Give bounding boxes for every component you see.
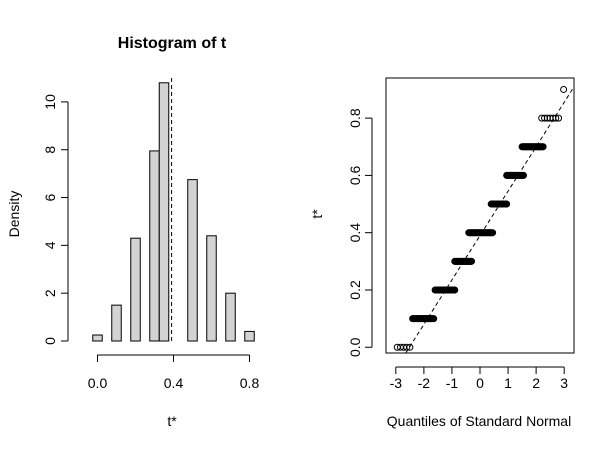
- qq-plot-box: [385, 77, 575, 354]
- qq-y-tick-label: 0.2: [347, 280, 363, 300]
- histogram-bar: [225, 292, 236, 342]
- histogram-bar: [206, 235, 217, 342]
- histogram-y-tick-label: 0: [42, 337, 58, 345]
- qq-reference-line: [405, 86, 575, 354]
- histogram-bar: [244, 330, 255, 342]
- histogram-bar: [130, 237, 141, 342]
- qq-y-tick-label: 0.0: [347, 337, 363, 357]
- qq-point: [519, 171, 527, 179]
- qq-x-tick-label: -1: [446, 375, 459, 391]
- histogram-x-tick-label: 0.4: [164, 375, 184, 391]
- qq-point: [552, 114, 560, 122]
- histogram-y-tick-label: 6: [42, 193, 58, 201]
- qq-point: [489, 229, 497, 237]
- qq-point: [406, 343, 414, 351]
- histogram-x-tick-label: 0.8: [240, 375, 260, 391]
- histogram-bar: [158, 82, 170, 342]
- qq-x-tick-label: 1: [504, 375, 512, 391]
- histogram-y-tick-label: 10: [42, 94, 58, 110]
- qq-x-tick-label: 2: [532, 375, 540, 391]
- qq-x-axis-label: Quantiles of Standard Normal: [387, 413, 571, 429]
- qq-point: [403, 343, 411, 351]
- histogram-y-axis-label: Density: [6, 191, 22, 238]
- histogram-y-tick-label: 2: [42, 289, 58, 297]
- qq-y-axis: 0.0 0.2 0.4 0.6 0.8: [347, 108, 373, 357]
- qq-y-tick-label: 0.4: [347, 223, 363, 243]
- histogram-y-tick-label: 8: [42, 146, 58, 154]
- qq-point: [560, 85, 568, 93]
- histogram-bar: [92, 334, 103, 342]
- histogram-bars: [92, 82, 255, 342]
- qq-point: [555, 114, 563, 122]
- histogram-y-tick-label: 4: [42, 241, 58, 249]
- histogram-x-tick-label: 0.0: [88, 375, 108, 391]
- qq-point: [430, 315, 438, 323]
- qq-point: [539, 143, 547, 151]
- qq-point: [468, 257, 476, 265]
- qq-point: [503, 200, 511, 208]
- qq-plot-panel: Quantiles of Standard Normal t* -3 -2 -1 0 1…: [309, 77, 575, 429]
- qq-x-tick-label: 3: [560, 375, 568, 391]
- qq-reference-dashed-line: [405, 86, 575, 354]
- qq-y-tick-label: 0.8: [347, 108, 363, 128]
- histogram-bar: [187, 179, 198, 342]
- qq-point: [451, 286, 459, 294]
- histogram-y-axis: 0 2 4 6 8 10: [42, 94, 69, 345]
- qq-x-tick-label: 0: [476, 375, 484, 391]
- qq-points: [393, 85, 568, 351]
- histogram-bar: [111, 304, 122, 342]
- histogram-title: Histogram of t: [118, 35, 227, 52]
- histogram-x-axis-label: t*: [167, 413, 177, 429]
- qq-y-axis-label: t*: [309, 209, 325, 219]
- qq-y-tick-label: 0.6: [347, 165, 363, 185]
- histogram-panel: Histogram of t t* Density 0.0 0.4 0.8 0 2 4 6…: [6, 35, 259, 429]
- qq-x-tick-label: -2: [418, 375, 431, 391]
- qq-x-tick-label: -3: [390, 375, 403, 391]
- histogram-bar: [149, 150, 160, 342]
- qq-x-axis: -3 -2 -1 0 1 2 3: [390, 366, 568, 391]
- histogram-x-axis: 0.0 0.4 0.8: [88, 354, 260, 391]
